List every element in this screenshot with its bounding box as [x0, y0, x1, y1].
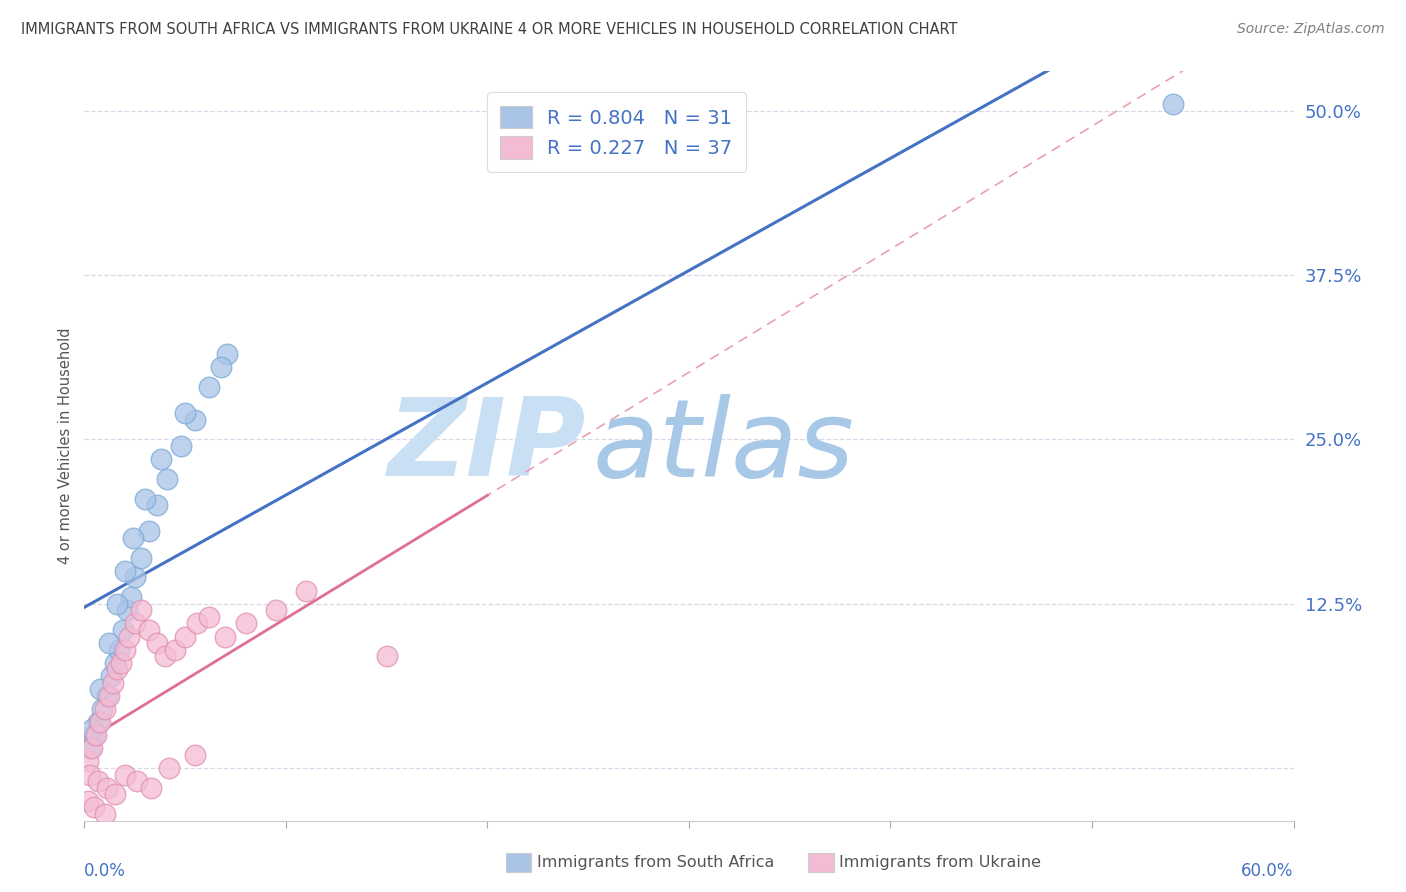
Point [138, 524, 160, 539]
Point [146, 498, 169, 512]
Text: Source: ZipAtlas.com: Source: ZipAtlas.com [1237, 22, 1385, 37]
Point [125, 774, 148, 789]
Point [114, 767, 136, 781]
Text: 0.0%: 0.0% [84, 862, 127, 880]
Point [1161, 97, 1184, 112]
Point [129, 603, 152, 617]
Point [96, 689, 118, 703]
Point [77, 794, 100, 808]
Point [198, 610, 221, 624]
Point [138, 623, 160, 637]
Point [170, 439, 193, 453]
Point [235, 616, 257, 631]
Text: IMMIGRANTS FROM SOUTH AFRICA VS IMMIGRANTS FROM UKRAINE 4 OR MORE VEHICLES IN HO: IMMIGRANTS FROM SOUTH AFRICA VS IMMIGRAN… [21, 22, 957, 37]
Point [198, 380, 221, 394]
Point [124, 570, 146, 584]
Point [375, 649, 398, 664]
Point [82, 741, 104, 756]
Point [104, 656, 127, 670]
Point [124, 616, 146, 631]
Point [118, 630, 141, 644]
Point [214, 630, 236, 644]
Point [156, 472, 179, 486]
Point [77, 755, 100, 769]
Point [146, 636, 169, 650]
Point [101, 675, 124, 690]
Point [115, 603, 138, 617]
Point [114, 642, 136, 657]
Text: Immigrants from Ukraine: Immigrants from Ukraine [839, 855, 1042, 870]
Point [100, 669, 122, 683]
Point [79, 767, 101, 781]
Text: 60.0%: 60.0% [1241, 862, 1294, 880]
Point [153, 649, 176, 664]
Point [97, 636, 120, 650]
Point [97, 689, 120, 703]
Point [83, 800, 105, 814]
Point [91, 702, 114, 716]
Text: atlas: atlas [592, 393, 853, 499]
Point [93, 702, 115, 716]
Point [184, 413, 207, 427]
Point [165, 642, 187, 657]
Point [174, 630, 197, 644]
Point [264, 603, 287, 617]
Point [149, 452, 172, 467]
Point [184, 747, 207, 762]
Point [157, 761, 180, 775]
Legend: R = 0.804   N = 31, R = 0.227   N = 37: R = 0.804 N = 31, R = 0.227 N = 37 [486, 92, 747, 172]
Point [121, 531, 143, 545]
Point [89, 714, 111, 729]
Point [107, 642, 129, 657]
Point [82, 722, 104, 736]
Point [86, 728, 108, 742]
Point [104, 788, 127, 802]
Point [217, 347, 239, 361]
Y-axis label: 4 or more Vehicles in Household: 4 or more Vehicles in Household [58, 327, 73, 565]
Point [186, 616, 208, 631]
Point [139, 780, 162, 795]
Point [83, 728, 105, 742]
Point [120, 590, 142, 604]
Point [134, 491, 156, 506]
Point [129, 550, 152, 565]
Point [87, 714, 110, 729]
Point [96, 780, 118, 795]
Point [105, 597, 128, 611]
Point [93, 807, 115, 822]
Point [174, 406, 197, 420]
Point [79, 741, 101, 756]
Point [87, 774, 110, 789]
Point [111, 623, 134, 637]
Point [209, 360, 232, 375]
Point [105, 663, 128, 677]
Text: Immigrants from South Africa: Immigrants from South Africa [537, 855, 775, 870]
Point [295, 583, 318, 598]
Point [114, 564, 136, 578]
Point [89, 682, 111, 697]
Text: ZIP: ZIP [388, 393, 586, 499]
Point [110, 656, 132, 670]
